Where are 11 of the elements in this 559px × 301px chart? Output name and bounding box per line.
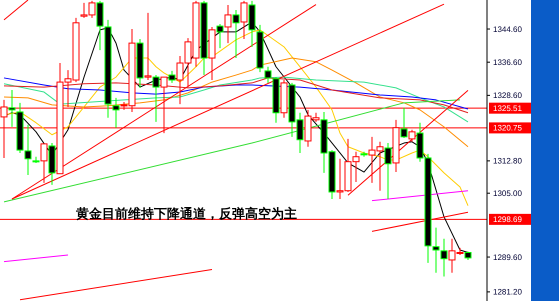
ref-line-label: 1325.51 — [493, 104, 522, 113]
y-tick-label: 1312.80 — [493, 156, 522, 166]
y-tick-label: 1305.00 — [493, 189, 522, 198]
ref-line-label: 1320.75 — [493, 124, 522, 133]
y-tick-label: 1344.60 — [493, 24, 522, 34]
y-tick-label: 1289.60 — [493, 252, 522, 262]
ref-line-label: 1298.69 — [493, 215, 522, 224]
annotation: 黄金目前维持下降通道，反弹高空为主 — [75, 206, 297, 222]
y-tick-label: 1328.60 — [493, 91, 522, 100]
y-tick-label: 1336.60 — [493, 58, 522, 67]
y-tick-label: 1281.20 — [493, 288, 522, 297]
